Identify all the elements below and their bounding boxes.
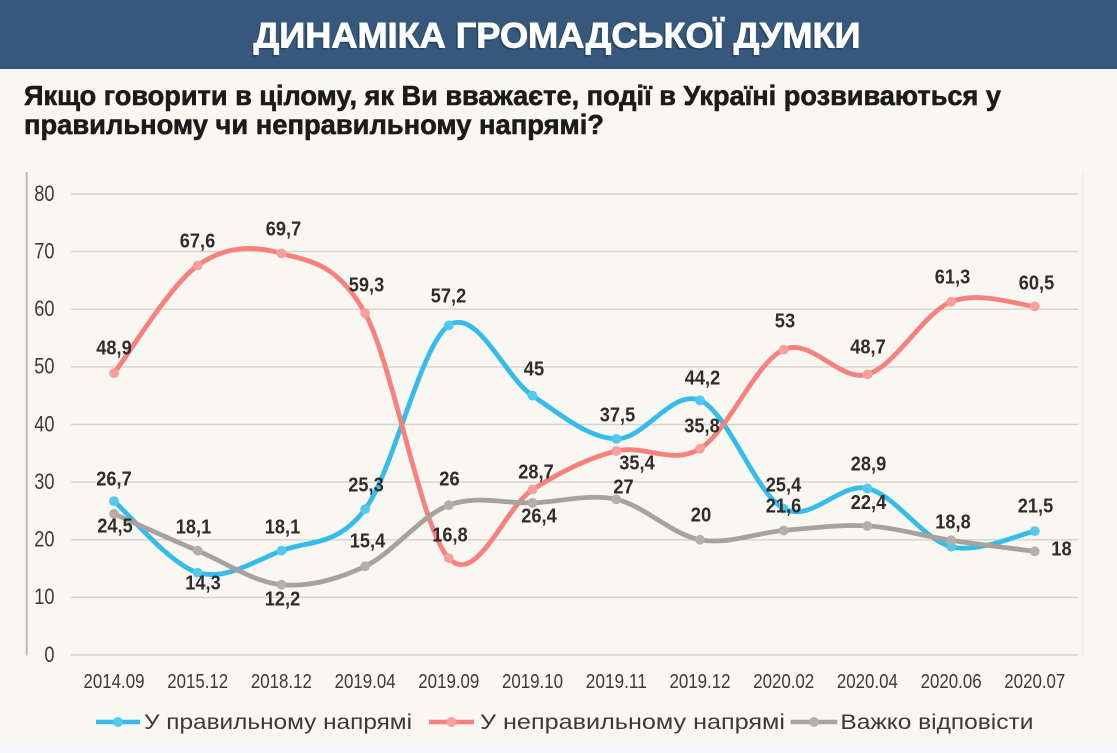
svg-text:10: 10 — [34, 584, 54, 609]
svg-text:14,3: 14,3 — [185, 573, 220, 595]
svg-text:48,9: 48,9 — [96, 338, 131, 360]
svg-text:67,6: 67,6 — [180, 231, 215, 253]
svg-text:26,4: 26,4 — [521, 506, 557, 528]
svg-text:2020.04: 2020.04 — [837, 670, 898, 693]
svg-text:правильному чи неправильному н: правильному чи неправильному напрямі? — [24, 109, 604, 140]
svg-text:2019.10: 2019.10 — [502, 670, 563, 693]
svg-text:2014.09: 2014.09 — [84, 670, 145, 693]
svg-text:45: 45 — [524, 359, 544, 381]
svg-text:69,7: 69,7 — [266, 219, 301, 241]
svg-text:57,2: 57,2 — [431, 286, 466, 308]
svg-text:44,2: 44,2 — [685, 368, 720, 390]
svg-text:22,4: 22,4 — [851, 492, 887, 514]
svg-text:35,8: 35,8 — [684, 416, 719, 438]
svg-text:25,3: 25,3 — [348, 475, 383, 497]
svg-text:61,3: 61,3 — [935, 267, 970, 289]
svg-text:2015.12: 2015.12 — [167, 670, 228, 693]
svg-text:18: 18 — [1051, 539, 1071, 561]
svg-text:80: 80 — [34, 181, 54, 206]
svg-text:15,4: 15,4 — [350, 531, 386, 553]
svg-text:ДИНАМІКА ГРОМАДСЬКОЇ ДУМКИ: ДИНАМІКА ГРОМАДСЬКОЇ ДУМКИ — [252, 18, 859, 58]
svg-text:ДИНАМІКА ГРОМАДСЬКОЇ ДУМКИ: ДИНАМІКА ГРОМАДСЬКОЇ ДУМКИ — [254, 16, 861, 56]
svg-text:18,1: 18,1 — [176, 517, 211, 539]
svg-text:28,7: 28,7 — [518, 462, 553, 484]
svg-text:40: 40 — [34, 411, 54, 436]
svg-text:2020.07: 2020.07 — [1004, 670, 1065, 693]
svg-text:50: 50 — [34, 354, 54, 379]
svg-text:2019.11: 2019.11 — [586, 670, 647, 693]
svg-text:2019.04: 2019.04 — [335, 670, 396, 693]
svg-text:60,5: 60,5 — [1019, 273, 1054, 295]
svg-text:2020.02: 2020.02 — [753, 670, 814, 693]
svg-text:26: 26 — [439, 469, 459, 491]
svg-text:2020.06: 2020.06 — [921, 670, 982, 693]
svg-text:20: 20 — [691, 505, 711, 527]
svg-text:24,5: 24,5 — [97, 516, 132, 538]
svg-text:2019.12: 2019.12 — [670, 670, 731, 693]
svg-text:18,8: 18,8 — [935, 512, 970, 534]
svg-text:16,8: 16,8 — [432, 525, 467, 547]
svg-text:12,2: 12,2 — [265, 589, 300, 611]
svg-text:У неправильному напрямі: У неправильному напрямі — [480, 710, 785, 734]
svg-text:37,5: 37,5 — [600, 405, 635, 427]
svg-text:0: 0 — [44, 642, 54, 667]
svg-text:Якщо говорити в цілому, як Ви: Якщо говорити в цілому, як Ви вважаєте, … — [24, 80, 1001, 111]
svg-text:18,1: 18,1 — [265, 517, 300, 539]
svg-text:48,7: 48,7 — [850, 337, 885, 359]
svg-text:59,3: 59,3 — [349, 275, 384, 297]
svg-text:60: 60 — [34, 296, 54, 321]
svg-text:У правильному напрямі: У правильному напрямі — [144, 710, 412, 734]
svg-text:27: 27 — [613, 477, 633, 499]
svg-text:70: 70 — [34, 238, 54, 263]
svg-text:30: 30 — [34, 469, 54, 494]
svg-text:28,9: 28,9 — [851, 454, 886, 476]
svg-text:53: 53 — [775, 311, 795, 333]
svg-text:21,6: 21,6 — [766, 496, 801, 518]
svg-text:21,5: 21,5 — [1018, 496, 1053, 518]
svg-text:35,4: 35,4 — [619, 453, 655, 475]
svg-text:2019.09: 2019.09 — [418, 670, 479, 693]
svg-text:Важко відповісти: Важко відповісти — [840, 710, 1033, 734]
svg-text:26,7: 26,7 — [96, 469, 131, 491]
svg-text:2018.12: 2018.12 — [251, 670, 312, 693]
svg-text:25,4: 25,4 — [766, 475, 802, 497]
svg-text:20: 20 — [34, 527, 54, 552]
